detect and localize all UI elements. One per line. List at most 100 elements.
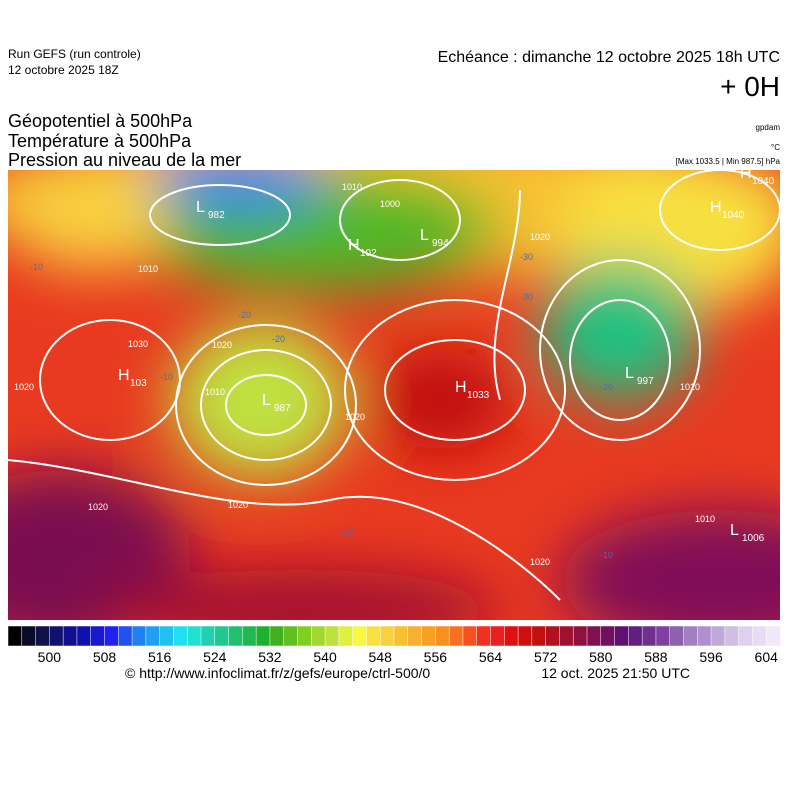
colorbar-tick-label: 508 [93,649,117,665]
center-letter: H [118,367,130,384]
colorbar-swatch [118,625,133,647]
isobar-label: 1020 [530,232,550,242]
colorbar-tick-label: 548 [369,649,393,665]
colorbar-swatch [531,625,547,647]
isotherm-label: -10 [600,550,613,560]
colorbar-tick-label: 588 [644,649,668,665]
center-value: 1040 [722,210,745,221]
colorbar-swatch [765,625,781,647]
isotherm-label: -20 [238,310,251,320]
unit-label: °C [771,143,780,152]
isotherm-label: -30 [520,292,533,302]
colorbar-swatch [490,625,506,647]
colorbar-swatch [683,625,699,647]
colorbar-swatch [159,625,175,647]
colorbar-swatch [572,625,588,647]
colorbar-swatch [407,625,423,647]
colorbar-swatch [697,625,712,647]
center-value: 987 [274,403,291,414]
isotherm-label: -20 [272,334,285,344]
isobar-label: 1010 [205,387,225,397]
colorbar-swatch [379,625,395,647]
colorbar-tick-label: 540 [313,649,337,665]
colorbar-swatch [269,625,285,647]
center-value: 1040 [752,176,775,187]
colorbar-swatch [21,625,37,647]
colorbar-swatch [669,625,685,647]
isotherm-label: -10 [30,262,43,272]
colorbar-swatch [504,625,519,647]
colorbar-swatch [462,625,478,647]
center-letter: H [740,165,752,182]
isobars [8,170,780,601]
isotherm-label: -30 [520,252,533,262]
colorbar-swatch [614,625,630,647]
isobar-label: 1010 [342,182,362,192]
center-letter: H [455,379,467,396]
footer-date: 12 oct. 2025 21:50 UTC [541,665,690,681]
center-letter: H [710,199,722,216]
colorbar-swatch [752,625,767,647]
colorbar-tick-label: 524 [203,649,227,665]
colorbar-swatch [311,625,326,647]
colorbar-swatch [421,625,437,647]
colorbar-swatch [255,625,271,647]
colorbar-swatch [600,625,616,647]
unit-label: gpdam [756,123,781,132]
colorbar-swatch [338,625,354,647]
colorbar-swatch [324,625,340,647]
colorbar-swatch [366,625,381,647]
run-label: Run GEFS (run controle) [8,47,141,61]
isobar-label: 1010 [695,514,715,524]
colorbar-tick-label: 532 [258,649,282,665]
title: Température à 500hPa [8,131,192,151]
colorbar-swatch [586,625,602,647]
colorbar-swatch [200,625,216,647]
center-letter: L [730,522,739,539]
center-value: 982 [208,210,225,221]
isobar-label: 1010 [138,264,158,274]
isobar-label: 1020 [228,500,248,510]
center-letter: L [420,227,429,244]
colorbar-swatch [214,625,230,647]
colorbar-tick-label: 516 [148,649,172,665]
colorbar-swatch [435,625,450,647]
colorbar-swatch [283,625,299,647]
title: Pression au niveau de la mer [8,150,241,170]
colorbar-swatch [393,625,409,647]
colorbar-swatch [710,625,726,647]
map-field [8,170,780,620]
isotherm-label: -20 [600,382,613,392]
isobar-label: 1020 [14,382,34,392]
colorbar-tick-label: 596 [699,649,723,665]
isobar-label: 1010 [680,382,700,392]
colorbar-swatch [76,625,92,647]
isotherm-label: -10 [160,372,173,382]
unit-label: [Max 1033.5 | Min 987.5] hPa [676,157,781,166]
center-value: 102 [360,248,377,259]
colorbar-swatch [49,625,64,647]
colorbar-tick-label: 604 [755,649,779,665]
isobar-label: 1030 [128,339,148,349]
isobar-label: 1020 [530,557,550,567]
colorbar-tick-label: 556 [424,649,448,665]
colorbar-tick-label: 500 [38,649,62,665]
center-letter: L [196,199,205,216]
run-date: 12 octobre 2025 18Z [8,63,119,77]
center-value: 1033 [467,390,490,401]
colorbar-swatch [228,625,244,647]
colorbar-swatch [7,625,23,647]
colorbar-swatch [655,625,671,647]
isobar-label: 1020 [345,412,365,422]
colorbar-swatch [62,625,78,647]
colorbar-swatch [352,625,368,647]
title: Géopotentiel à 500hPa [8,111,193,131]
isobar-label: 1020 [212,340,232,350]
colorbar-tick-label: 564 [479,649,503,665]
colorbar-swatch [628,625,643,647]
colorbar-swatch [545,625,561,647]
colorbar-swatch [35,625,51,647]
center-letter: H [348,237,360,254]
center-value: 994 [432,238,449,249]
footer-source: © http://www.infoclimat.fr/z/gefs/europe… [125,665,430,681]
